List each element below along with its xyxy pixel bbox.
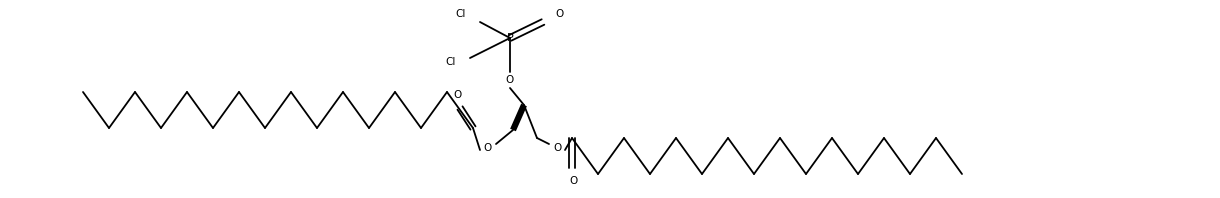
Text: Cl: Cl [445, 57, 456, 67]
Text: O: O [555, 9, 564, 19]
Text: O: O [454, 90, 462, 100]
Text: O: O [484, 143, 492, 153]
Text: O: O [570, 176, 578, 186]
Text: O: O [553, 143, 561, 153]
Text: Cl: Cl [455, 9, 466, 19]
Text: O: O [506, 75, 514, 85]
Text: P: P [506, 33, 514, 43]
